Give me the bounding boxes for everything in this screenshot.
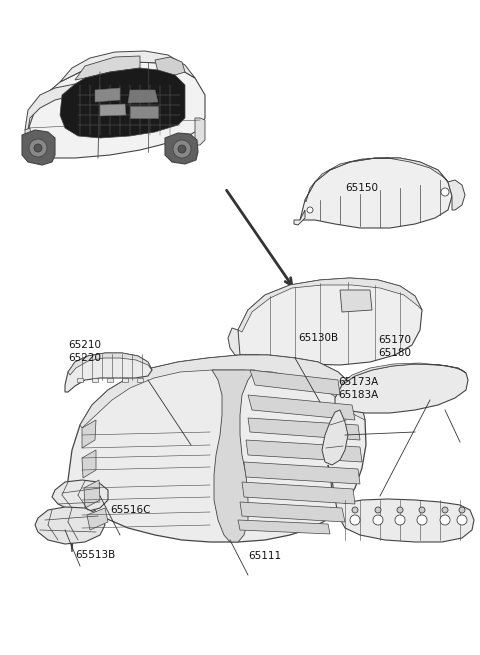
- Polygon shape: [68, 355, 366, 552]
- Polygon shape: [195, 118, 205, 145]
- Text: 65150: 65150: [345, 183, 378, 193]
- Circle shape: [442, 507, 448, 513]
- Circle shape: [375, 507, 381, 513]
- Polygon shape: [52, 480, 108, 512]
- Polygon shape: [60, 51, 195, 82]
- Polygon shape: [25, 128, 32, 150]
- Circle shape: [397, 507, 403, 513]
- Polygon shape: [228, 328, 240, 355]
- Polygon shape: [82, 420, 96, 448]
- Polygon shape: [294, 210, 305, 225]
- Polygon shape: [95, 88, 120, 102]
- Polygon shape: [22, 130, 55, 165]
- Circle shape: [173, 140, 191, 158]
- Polygon shape: [80, 355, 365, 428]
- Polygon shape: [75, 56, 140, 80]
- Circle shape: [352, 507, 358, 513]
- Polygon shape: [165, 133, 198, 164]
- Circle shape: [419, 507, 425, 513]
- Polygon shape: [300, 158, 452, 228]
- Text: 65220: 65220: [68, 353, 101, 363]
- Text: 65170: 65170: [378, 335, 411, 345]
- Circle shape: [29, 139, 47, 157]
- Polygon shape: [235, 278, 422, 365]
- Polygon shape: [335, 364, 468, 413]
- Polygon shape: [238, 520, 330, 534]
- Text: 65180: 65180: [378, 348, 411, 358]
- Polygon shape: [305, 158, 448, 202]
- Text: 65516C: 65516C: [110, 505, 151, 515]
- Text: 65210: 65210: [68, 340, 101, 350]
- Polygon shape: [82, 450, 96, 478]
- Polygon shape: [244, 462, 360, 484]
- Polygon shape: [107, 378, 113, 382]
- Circle shape: [440, 515, 450, 525]
- Polygon shape: [122, 378, 128, 382]
- Circle shape: [178, 145, 186, 153]
- Circle shape: [441, 188, 449, 196]
- Polygon shape: [248, 395, 355, 420]
- Text: 65130B: 65130B: [298, 333, 338, 343]
- Circle shape: [459, 507, 465, 513]
- Polygon shape: [155, 57, 185, 75]
- Polygon shape: [77, 378, 83, 382]
- Circle shape: [307, 207, 313, 213]
- Polygon shape: [242, 482, 355, 504]
- Text: 65173A: 65173A: [338, 377, 378, 387]
- Polygon shape: [68, 353, 152, 375]
- Circle shape: [417, 515, 427, 525]
- Polygon shape: [246, 440, 362, 462]
- Text: 65111: 65111: [248, 551, 281, 561]
- Circle shape: [395, 515, 405, 525]
- Polygon shape: [100, 104, 126, 116]
- Polygon shape: [212, 370, 255, 542]
- Polygon shape: [240, 502, 345, 522]
- Text: 65183A: 65183A: [338, 390, 378, 400]
- Polygon shape: [65, 353, 152, 392]
- Polygon shape: [87, 508, 108, 530]
- Polygon shape: [60, 68, 185, 138]
- Circle shape: [350, 515, 360, 525]
- Polygon shape: [328, 465, 474, 542]
- Polygon shape: [248, 418, 360, 440]
- Polygon shape: [238, 278, 422, 332]
- Polygon shape: [92, 378, 98, 382]
- Polygon shape: [25, 84, 75, 130]
- Polygon shape: [322, 410, 348, 465]
- Text: 65513B: 65513B: [75, 550, 115, 560]
- Polygon shape: [130, 106, 158, 118]
- Polygon shape: [342, 363, 466, 385]
- Circle shape: [457, 515, 467, 525]
- Polygon shape: [84, 480, 100, 508]
- Polygon shape: [25, 62, 205, 158]
- Polygon shape: [35, 507, 105, 544]
- Polygon shape: [137, 378, 143, 382]
- Polygon shape: [128, 90, 158, 103]
- Polygon shape: [448, 180, 465, 210]
- Circle shape: [34, 144, 42, 152]
- Polygon shape: [340, 290, 372, 312]
- Circle shape: [373, 515, 383, 525]
- Polygon shape: [250, 370, 340, 395]
